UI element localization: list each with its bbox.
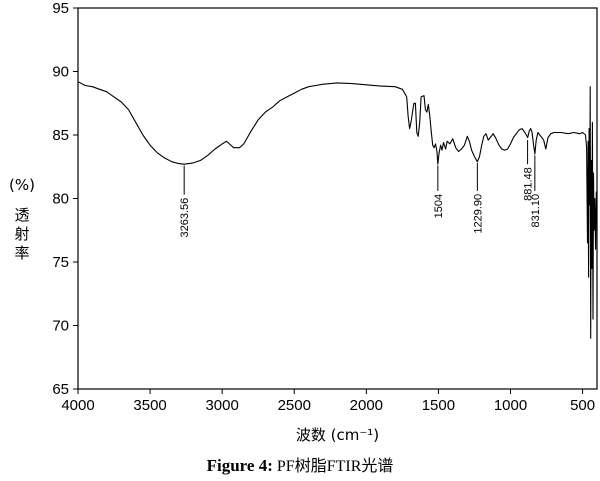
plot-frame (77, 7, 598, 390)
axes (77, 7, 598, 390)
figure-caption-text: PF树脂FTIR光谱 (272, 458, 394, 475)
figure-number: Figure 4: (206, 456, 273, 475)
y-tick-label: 80 (52, 191, 69, 208)
peak-label: 3263.56 (179, 198, 191, 238)
y-tick-label: 70 (52, 318, 69, 335)
x-tick-label: 2500 (278, 397, 311, 414)
x-tick-label: 3500 (133, 397, 166, 414)
x-axis-label: 波数 (cm⁻¹) (296, 426, 379, 444)
y-axis-label-char: 率 (14, 244, 29, 262)
y-axis-label-char: 射 (14, 225, 29, 243)
x-tick-label: 1000 (494, 397, 527, 414)
x-tick-label: 4000 (61, 397, 94, 414)
x-tick-label: 3000 (205, 397, 238, 414)
y-tick-label: 95 (52, 0, 69, 17)
ftir-chart: 4000 3500 3000 2500 2000 1500 1000 500 65 70 75 80 8… (9, 0, 598, 444)
ticks: 4000 3500 3000 2500 2000 1500 1000 500 65 70 75 80 8… (52, 0, 595, 414)
y-tick-label: 90 (52, 64, 69, 81)
y-axis-label-char: 透 (14, 206, 29, 224)
peak-label: 1504 (433, 194, 445, 218)
y-tick-label: 65 (52, 381, 69, 398)
y-tick-label: 75 (52, 254, 69, 271)
y-tick-label: 85 (52, 127, 69, 144)
figure-caption: Figure 4: PF树脂FTIR光谱 (0, 452, 600, 476)
y-axis-unit: (%) (9, 176, 35, 194)
x-tick-label: 1500 (422, 397, 455, 414)
axis-labels: 波数 (cm⁻¹) (%) 透射率 (9, 176, 379, 444)
series-group (77, 81, 598, 339)
spectrum-line (77, 81, 598, 339)
peak-label: 831.10 (530, 194, 542, 228)
peak-label: 1229.90 (472, 194, 484, 234)
x-tick-label: 500 (570, 397, 595, 414)
x-tick-label: 2000 (350, 397, 383, 414)
peak-label: 881.48 (523, 167, 535, 201)
